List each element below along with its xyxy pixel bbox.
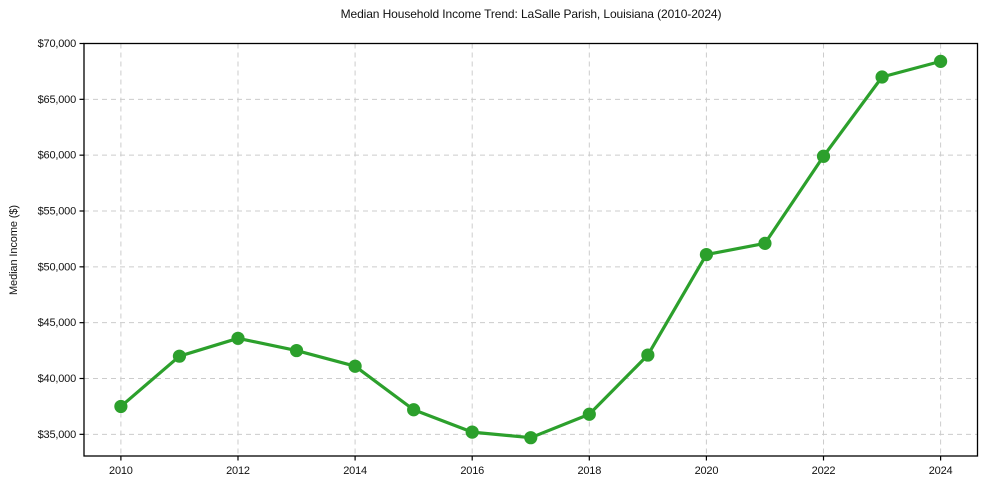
y-tick-label-45000: $45,000 [38,317,76,329]
y-axis-label: Median Income ($) [8,204,20,296]
axes-spines [83,42,979,457]
chart-title: Median Household Income Trend: LaSalle P… [340,7,722,21]
y-tick-label-55000: $55,000 [38,206,76,218]
data-point-2010 [114,399,128,414]
x-tick-label-2022: 2022 [812,465,836,477]
y-tick-label-70000: $70,000 [38,38,76,50]
y-tick-label-50000: $50,000 [38,261,76,273]
data-point-2015 [407,403,421,417]
data-point-2022 [816,149,831,163]
x-tick-label-2020: 2020 [695,465,719,477]
data-point-2019 [641,348,655,362]
data-point-2018 [582,407,596,421]
data-point-2017 [524,431,538,445]
x-tick-label-2010: 2010 [109,465,133,477]
x-tick-label-2014: 2014 [343,465,367,477]
y-tick-label-40000: $40,000 [38,373,76,385]
y-tick-label-65000: $65,000 [38,94,76,106]
income-line-series [119,59,943,440]
data-point-2016 [465,425,479,439]
data-point-2013 [289,343,304,358]
x-tick-label-2012: 2012 [226,465,250,477]
x-tick-label-2016: 2016 [460,465,484,477]
data-point-2024 [934,54,948,68]
x-tick-label-2018: 2018 [577,465,601,477]
data-point-2012 [231,331,245,345]
data-point-2011 [172,349,187,363]
data-point-2023 [875,70,889,84]
y-tick-label-35000: $35,000 [38,429,76,441]
x-tick-label-2024: 2024 [929,465,953,477]
data-point-2020 [699,247,714,262]
y-tick-label-60000: $60,000 [38,150,76,162]
data-point-2014 [348,359,362,373]
data-point-2021 [758,236,772,250]
